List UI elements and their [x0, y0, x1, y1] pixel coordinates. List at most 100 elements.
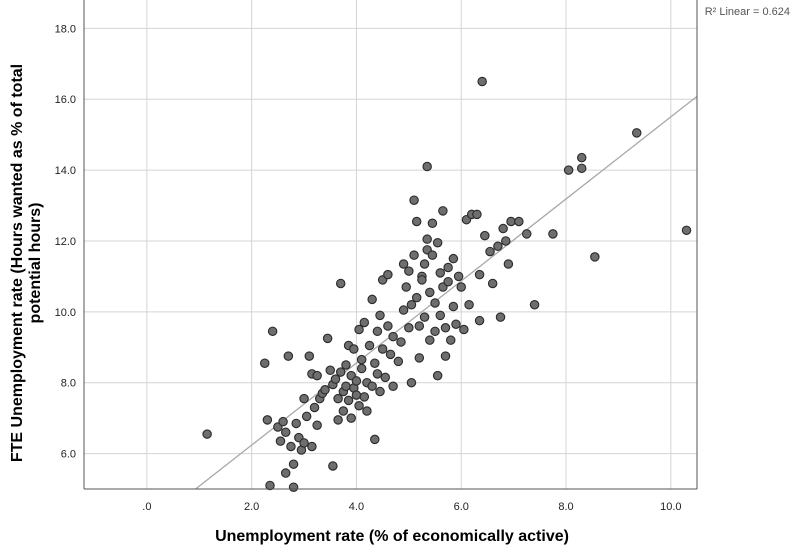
data-point-25 [312, 370, 322, 381]
data-point-51 [354, 400, 364, 411]
data-point-75 [393, 356, 404, 367]
y-tick-label-5: 16.0 [55, 94, 76, 106]
y-tick-label-0: 6.0 [61, 449, 76, 461]
data-point-84 [409, 195, 419, 205]
data-point-28 [320, 385, 330, 395]
data-point-91 [417, 275, 427, 285]
data-point-139 [548, 229, 558, 239]
x-tick-label-2: 4.0 [349, 501, 364, 513]
data-point-102 [430, 326, 440, 337]
data-point-86 [411, 216, 422, 227]
data-point-72 [385, 349, 396, 360]
axes [83, 0, 698, 490]
data-point-34 [333, 393, 343, 404]
data-point-33 [330, 374, 341, 384]
data-point-99 [427, 218, 438, 228]
data-point-81 [404, 323, 414, 333]
data-point-140 [563, 165, 574, 175]
data-point-36 [335, 278, 346, 289]
data-point-113 [446, 335, 456, 345]
x-tick-label-0: .0 [142, 501, 151, 513]
data-point-49 [351, 390, 362, 400]
y-tick-label-3: 12.0 [55, 236, 76, 248]
data-point-107 [438, 206, 448, 216]
data-point-94 [422, 161, 432, 172]
y-axis-title-line-2: potential hours) [27, 203, 44, 324]
data-point-11 [286, 441, 296, 452]
data-point-48 [351, 376, 362, 386]
data-point-30 [325, 365, 335, 376]
r-squared-annotation: R² Linear = 0.624 [705, 6, 790, 18]
y-tick-label-1: 8.0 [61, 378, 76, 390]
data-point-80 [404, 266, 414, 276]
data-point-37 [335, 367, 346, 377]
data-point-89 [414, 353, 425, 363]
gridlines [84, 0, 697, 489]
data-point-101 [430, 298, 440, 308]
x-axis-title: Unemployment rate (% of economically act… [215, 528, 569, 545]
x-tick-label-1: 2.0 [244, 501, 259, 513]
y-tick-labels: 6.0 8.0 10.0 12.0 14.0 16.0 18.0 [55, 23, 76, 460]
linear-fit-line [195, 95, 698, 490]
data-point-106 [435, 310, 446, 321]
data-point-135 [506, 216, 516, 227]
x-tick-label-3: 6.0 [454, 501, 469, 513]
data-point-105 [435, 268, 446, 278]
data-point-87 [411, 292, 422, 303]
data-point-60 [367, 294, 377, 305]
data-point-125 [474, 315, 485, 326]
x-tick-label-4: 8.0 [558, 501, 573, 513]
data-point-118 [456, 282, 466, 292]
data-point-112 [443, 276, 453, 287]
data-point-127 [480, 230, 490, 241]
data-point-20 [304, 351, 315, 361]
data-point-4 [267, 326, 278, 337]
data-point-109 [440, 323, 451, 333]
data-point-59 [367, 381, 377, 391]
data-point-85 [409, 250, 419, 260]
data-point-64 [372, 369, 383, 379]
data-point-52 [356, 363, 367, 374]
data-point-17 [299, 393, 309, 404]
data-point-13 [288, 482, 299, 492]
data-point-74 [388, 381, 398, 391]
data-point-76 [396, 337, 406, 347]
data-point-71 [383, 321, 393, 331]
data-point-128 [485, 246, 495, 257]
data-point-98 [425, 335, 435, 345]
data-point-2 [262, 415, 273, 425]
data-point-138 [529, 299, 540, 310]
data-point-53 [356, 354, 367, 365]
data-point-132 [498, 223, 508, 234]
data-point-82 [406, 377, 417, 388]
data-point-32 [328, 461, 338, 471]
data-point-119 [459, 324, 469, 335]
y-tick-label-6: 18.0 [55, 23, 76, 35]
data-point-68 [377, 344, 388, 354]
data-point-45 [346, 413, 356, 423]
y-axis-title: FTE Unemployment rate (Hours wanted as %… [9, 64, 44, 462]
data-point-78 [398, 305, 409, 315]
y-tick-label-4: 14.0 [55, 165, 76, 177]
data-point-142 [576, 152, 587, 163]
data-point-50 [354, 324, 364, 335]
data-point-46 [349, 344, 359, 354]
data-point-10 [283, 351, 294, 361]
data-point-131 [495, 312, 506, 322]
data-point-93 [419, 312, 430, 322]
y-axis-title-line-1: FTE Unemployment rate (Hours wanted as %… [9, 64, 26, 462]
data-point-73 [388, 331, 398, 342]
data-point-141 [576, 163, 587, 174]
data-point-129 [487, 278, 498, 289]
data-point-62 [370, 434, 380, 445]
data-point-7 [278, 416, 288, 427]
data-point-29 [322, 333, 333, 344]
data-point-69 [380, 372, 391, 383]
data-point-116 [451, 319, 461, 329]
data-point-0 [202, 429, 212, 439]
data-point-22 [307, 441, 317, 452]
y-tick-label-2: 10.0 [55, 307, 76, 319]
data-point-104 [432, 370, 443, 381]
data-point-103 [432, 237, 443, 248]
